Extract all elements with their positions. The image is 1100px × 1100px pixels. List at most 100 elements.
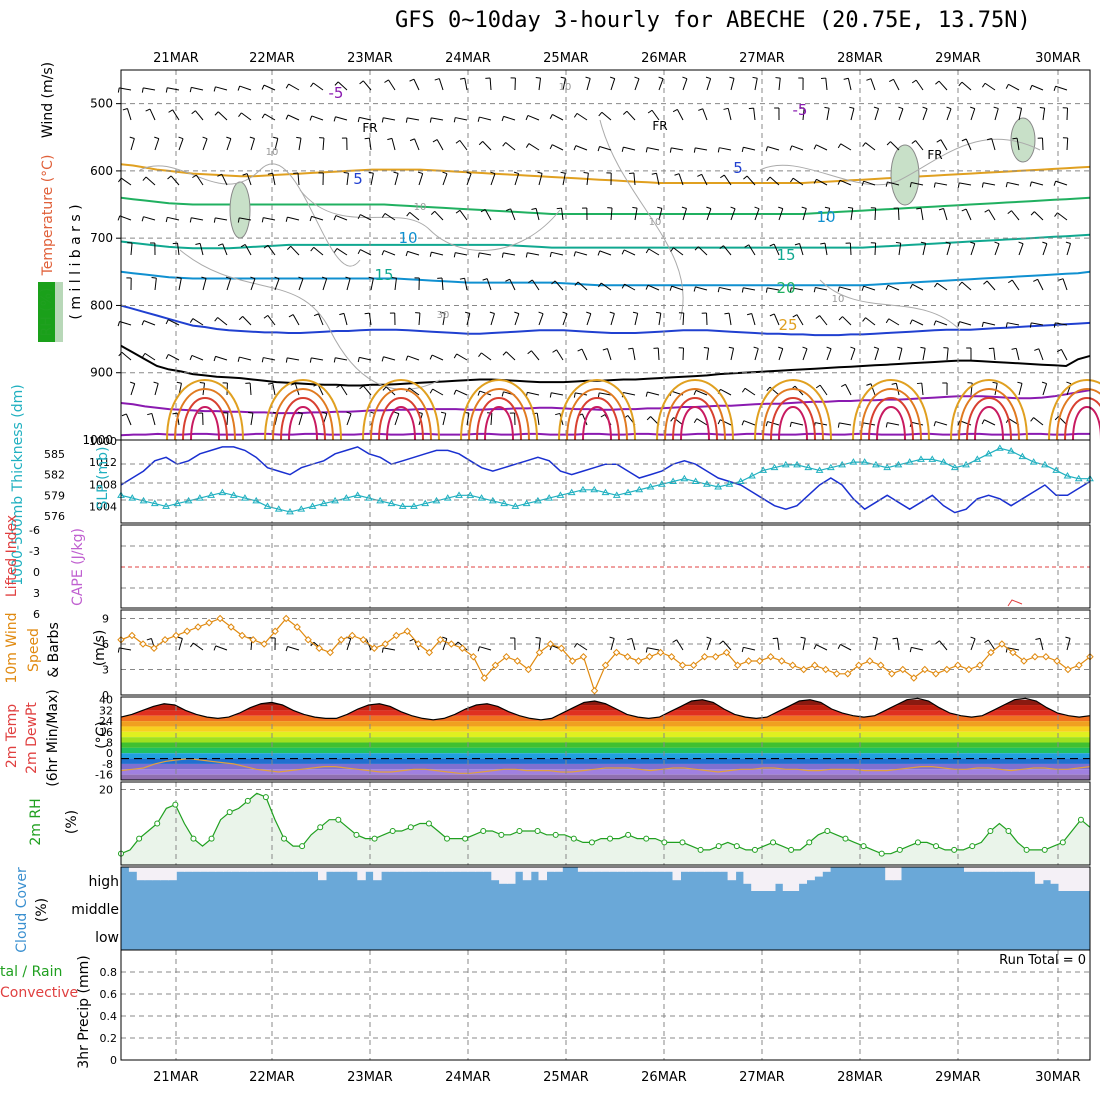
wind-barb — [490, 171, 496, 175]
thickness-tick-label: 576 — [44, 510, 65, 523]
wind-barb — [727, 108, 732, 121]
wind-barb — [993, 106, 999, 109]
wind-barb — [938, 80, 948, 91]
wind-barb — [672, 108, 678, 113]
rh-area — [121, 793, 1090, 865]
marker-point — [480, 828, 487, 835]
wind-barb — [218, 243, 223, 247]
rh-contour-label: 10 — [649, 217, 662, 228]
wind-barb — [440, 411, 446, 414]
wind-barb — [360, 249, 372, 256]
temperature-band — [121, 747, 1090, 754]
wind-barb — [562, 311, 568, 315]
wind-barb — [531, 279, 540, 291]
wind-barb — [273, 136, 278, 139]
wind-barb — [847, 78, 852, 91]
ylabel-convective: Convective — [0, 985, 78, 1001]
wind-barb — [178, 136, 184, 140]
wind-barb — [586, 311, 591, 315]
marker-point — [443, 494, 452, 501]
wind-barb — [837, 422, 840, 428]
marker-point — [488, 496, 497, 504]
marker-point — [365, 494, 373, 501]
wind-barb — [459, 277, 465, 280]
marker-point — [205, 619, 213, 627]
wind-barb — [845, 384, 852, 396]
bottom-date-axis: 21MAR 22MAR 23MAR 24MAR 25MAR 26MAR 27MAR 28MAR… — [153, 1070, 1081, 1085]
cloud-high-bar — [207, 867, 217, 872]
temperature-band — [121, 721, 1090, 727]
wind-barb — [728, 313, 732, 326]
wind-barb — [647, 647, 660, 651]
wind-barb — [178, 278, 182, 291]
wind-barb — [1066, 381, 1072, 385]
wind-barb — [362, 80, 372, 91]
top-date-label: 22MAR — [249, 51, 295, 66]
low-level-temp-contours — [166, 379, 1100, 441]
wind-barb — [153, 381, 159, 384]
cloud-high-bar — [1027, 867, 1036, 872]
temperature-frame — [120, 696, 1091, 781]
wind-barb — [285, 357, 288, 363]
marker-point — [770, 463, 779, 471]
ylabel-speed: Speed — [26, 628, 42, 672]
wind-barb — [741, 147, 744, 153]
wind-barb — [335, 215, 348, 221]
wind-barb — [706, 348, 710, 361]
ytick-label: 6 — [33, 608, 40, 621]
wind-barb — [368, 138, 372, 151]
wind-barb — [202, 138, 208, 151]
marker-point — [1074, 474, 1083, 482]
cloud-high-bar — [601, 867, 611, 872]
wind-barb — [154, 278, 157, 291]
marker-point — [226, 809, 233, 816]
wind-barb — [555, 412, 560, 416]
marker-point — [139, 640, 147, 648]
wind-barb — [893, 79, 900, 91]
wind-barb — [777, 638, 780, 651]
wind-barb — [387, 137, 393, 141]
temperature-band — [121, 774, 1090, 780]
wind-barb — [364, 137, 370, 140]
isotherm-labels: -5 -5 FR FR FR 5 5 10 10 15 15 20 25 — [329, 84, 943, 334]
marker-point — [1023, 846, 1030, 853]
cloud-high-bar — [341, 867, 351, 872]
wind-barb — [840, 383, 846, 387]
wind-barb — [479, 252, 492, 256]
wind-barb — [773, 243, 780, 256]
wind-barb — [1066, 137, 1069, 151]
wind-barb — [849, 106, 855, 109]
marker-point — [736, 477, 745, 484]
isotherm-label: 10 — [816, 208, 835, 226]
marker-point — [502, 653, 511, 661]
wind-barb — [610, 638, 615, 651]
wind-barb — [1055, 85, 1068, 91]
marker-point — [1052, 466, 1061, 473]
wind-barb — [916, 207, 922, 210]
wind-barb — [554, 280, 564, 291]
wind-barb — [802, 108, 805, 121]
wind-barb — [730, 78, 735, 91]
marker-point — [218, 488, 227, 496]
wind-barb — [601, 111, 612, 121]
marker-point — [905, 458, 914, 465]
wind-barb — [505, 208, 511, 212]
wind-barb — [816, 644, 828, 651]
marker-point — [601, 488, 610, 496]
cloud-high-bar — [373, 867, 382, 881]
wind-barb — [382, 386, 387, 391]
wind-barb — [717, 419, 721, 425]
wind-barb — [669, 147, 672, 153]
wind-barb — [1034, 211, 1044, 221]
wind-barb — [120, 177, 132, 186]
wind-barb — [1034, 348, 1039, 351]
warm-contour-loop — [582, 406, 612, 441]
wind-barb — [431, 251, 444, 256]
marker-point — [822, 665, 830, 674]
wind-barb — [335, 116, 348, 121]
wind-barb — [723, 107, 729, 110]
wind-barb — [837, 180, 841, 185]
wind-barb — [438, 78, 444, 91]
wind-barb — [815, 384, 821, 389]
wind-barb — [322, 137, 325, 151]
